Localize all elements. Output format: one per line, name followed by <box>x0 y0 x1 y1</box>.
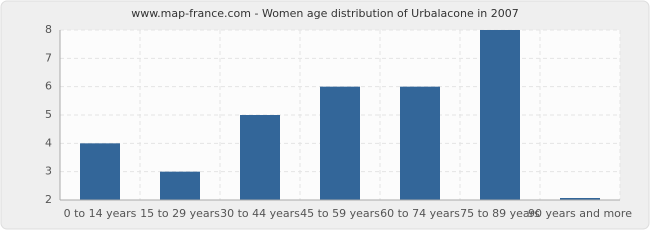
bar <box>480 30 520 200</box>
x-tick-label: 30 to 44 years <box>220 207 300 220</box>
y-tick-label: 6 <box>45 80 52 93</box>
x-tick-label: 45 to 59 years <box>300 207 380 220</box>
bar <box>80 143 120 200</box>
x-tick-label: 0 to 14 years <box>64 207 137 220</box>
bar <box>320 86 360 200</box>
y-tick-label: 2 <box>45 193 52 206</box>
chart: www.map-france.com - Women age distribut… <box>0 0 650 230</box>
chart-title: www.map-france.com - Women age distribut… <box>131 7 519 20</box>
x-tick-label: 75 to 89 years <box>460 207 540 220</box>
y-tick-label: 3 <box>45 165 52 178</box>
x-tick-label: 60 to 74 years <box>380 207 460 220</box>
x-tick-label: 15 to 29 years <box>140 207 220 220</box>
y-tick-label: 8 <box>45 23 52 36</box>
bar <box>400 86 440 200</box>
y-tick-label: 5 <box>45 108 52 121</box>
y-tick-label: 4 <box>45 136 52 149</box>
bar <box>560 198 600 200</box>
y-tick-label: 7 <box>45 51 52 64</box>
bar <box>160 171 200 200</box>
x-tick-label: 90 years and more <box>528 207 632 220</box>
bar <box>240 115 280 200</box>
